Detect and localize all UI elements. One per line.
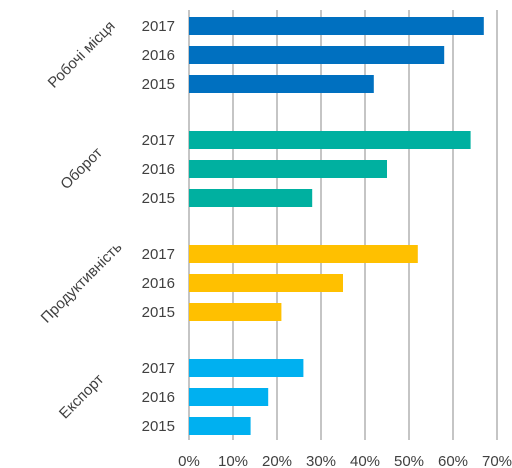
bar — [189, 160, 387, 178]
x-tick-label: 50% — [394, 453, 424, 468]
bars-layer — [189, 17, 484, 435]
year-tick-label: 2017 — [142, 132, 175, 149]
bar — [189, 388, 269, 406]
year-tick-label: 2017 — [142, 18, 175, 35]
bar — [189, 17, 484, 35]
x-tick-label: 30% — [306, 453, 336, 468]
year-tick-label: 2016 — [142, 275, 175, 292]
category-label: Продуктивність — [38, 239, 126, 327]
year-tick-label: 2016 — [142, 161, 175, 178]
x-tick-label: 20% — [262, 453, 292, 468]
bar — [189, 417, 251, 435]
bar — [189, 245, 418, 263]
x-tick-label: 40% — [350, 453, 380, 468]
bar — [189, 303, 282, 321]
year-tick-label: 2016 — [142, 389, 175, 406]
category-label: Оборот — [57, 144, 106, 193]
x-tick-label: 10% — [218, 453, 248, 468]
bar — [189, 75, 374, 93]
category-label: Робочі місця — [45, 18, 119, 92]
year-tick-label: 2015 — [142, 190, 175, 207]
x-tick-label: 60% — [438, 453, 468, 468]
x-tick-label: 70% — [482, 453, 512, 468]
year-tick-label: 2015 — [142, 304, 175, 321]
x-axis: 0% 10% 20% 30% 40% 50% 60% 70% — [178, 453, 512, 468]
bar — [189, 359, 304, 377]
year-tick-label: 2015 — [142, 76, 175, 93]
x-tick-label: 0% — [178, 453, 200, 468]
labels-layer: 2017 2016 2015 Робочі місця 2017 2016 2015 Обор… — [38, 18, 175, 435]
bar — [189, 46, 445, 64]
year-tick-label: 2017 — [142, 360, 175, 377]
bar — [189, 131, 471, 149]
year-tick-label: 2016 — [142, 47, 175, 64]
category-label: Експорт — [56, 371, 107, 422]
bar — [189, 189, 313, 207]
bar — [189, 274, 343, 292]
year-tick-label: 2017 — [142, 246, 175, 263]
year-tick-label: 2015 — [142, 418, 175, 435]
